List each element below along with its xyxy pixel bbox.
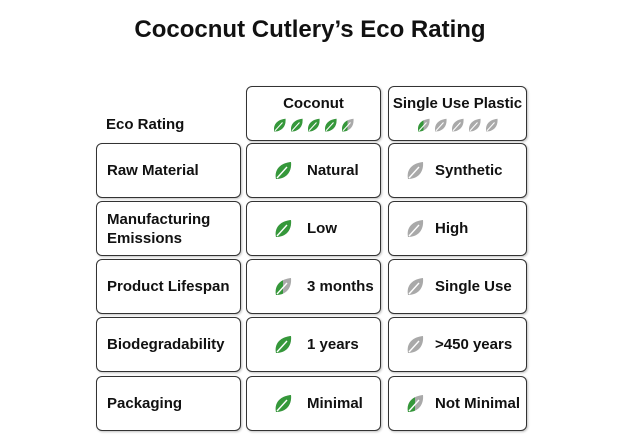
leaf-icon [275,335,292,353]
cell-text: 1 years [307,336,359,353]
column-name: Single Use Plastic [392,94,523,112]
value-cell: 1 years [246,317,381,372]
value-cell: Minimal [246,376,381,431]
leaf-icon [407,277,424,295]
value-cell: >450 years [388,317,527,372]
row-label: Biodegradability [107,336,225,353]
leaf-icon [273,118,286,131]
cell-text: >450 years [435,336,513,353]
value-cell: Synthetic [388,143,527,198]
row-label-box: Manufacturing Emissions [96,201,241,256]
leaf-icon [275,219,292,237]
row-label: Product Lifespan [107,278,230,295]
leaf-icon [485,118,498,131]
rating-leaves [416,118,499,133]
leaf-icon [324,118,337,131]
cell-text: Minimal [307,395,363,412]
column-header: Single Use Plastic [388,86,527,141]
leaf-icon [275,277,292,295]
cell-text: Natural [307,162,359,179]
cell-text: Synthetic [435,162,503,179]
cell-text: Single Use [435,278,512,295]
row-label: Packaging [107,395,183,412]
leaf-icon [407,335,424,353]
leaf-icon [307,118,320,131]
row-label-box: Biodegradability [96,317,241,372]
cell-text: 3 months [307,278,374,295]
title: Cococnut Cutlery’s Eco Rating [134,16,486,43]
cell-text: High [435,220,469,237]
value-cell: Not Minimal [388,376,527,431]
value-cell: Low [246,201,381,256]
leaf-icon [407,161,424,179]
row-label: Manufacturing Emissions [107,210,211,247]
column-header: Coconut [246,86,381,141]
cell-text: Low [307,220,337,237]
leaf-icon [468,118,481,131]
cell-text: Not Minimal [435,395,520,412]
rating-leaves [272,118,355,133]
leaf-icon [407,219,424,237]
leaf-icon [417,118,430,131]
leaf-icon [290,118,303,131]
leaf-icon [341,118,354,131]
row-label: Raw Material [107,162,199,179]
row-label-box: Raw Material [96,143,241,198]
leaf-icon [275,161,292,179]
value-cell: Natural [246,143,381,198]
value-cell: 3 months [246,259,381,314]
leaf-icon [451,118,464,131]
leaf-icon [434,118,447,131]
header-label: Eco Rating [106,116,185,133]
leaf-icon [407,394,424,412]
value-cell: High [388,201,527,256]
row-label-box: Packaging [96,376,241,431]
leaf-icon [275,394,292,412]
value-cell: Single Use [388,259,527,314]
row-label-box: Product Lifespan [96,259,241,314]
column-name: Coconut [283,94,344,112]
